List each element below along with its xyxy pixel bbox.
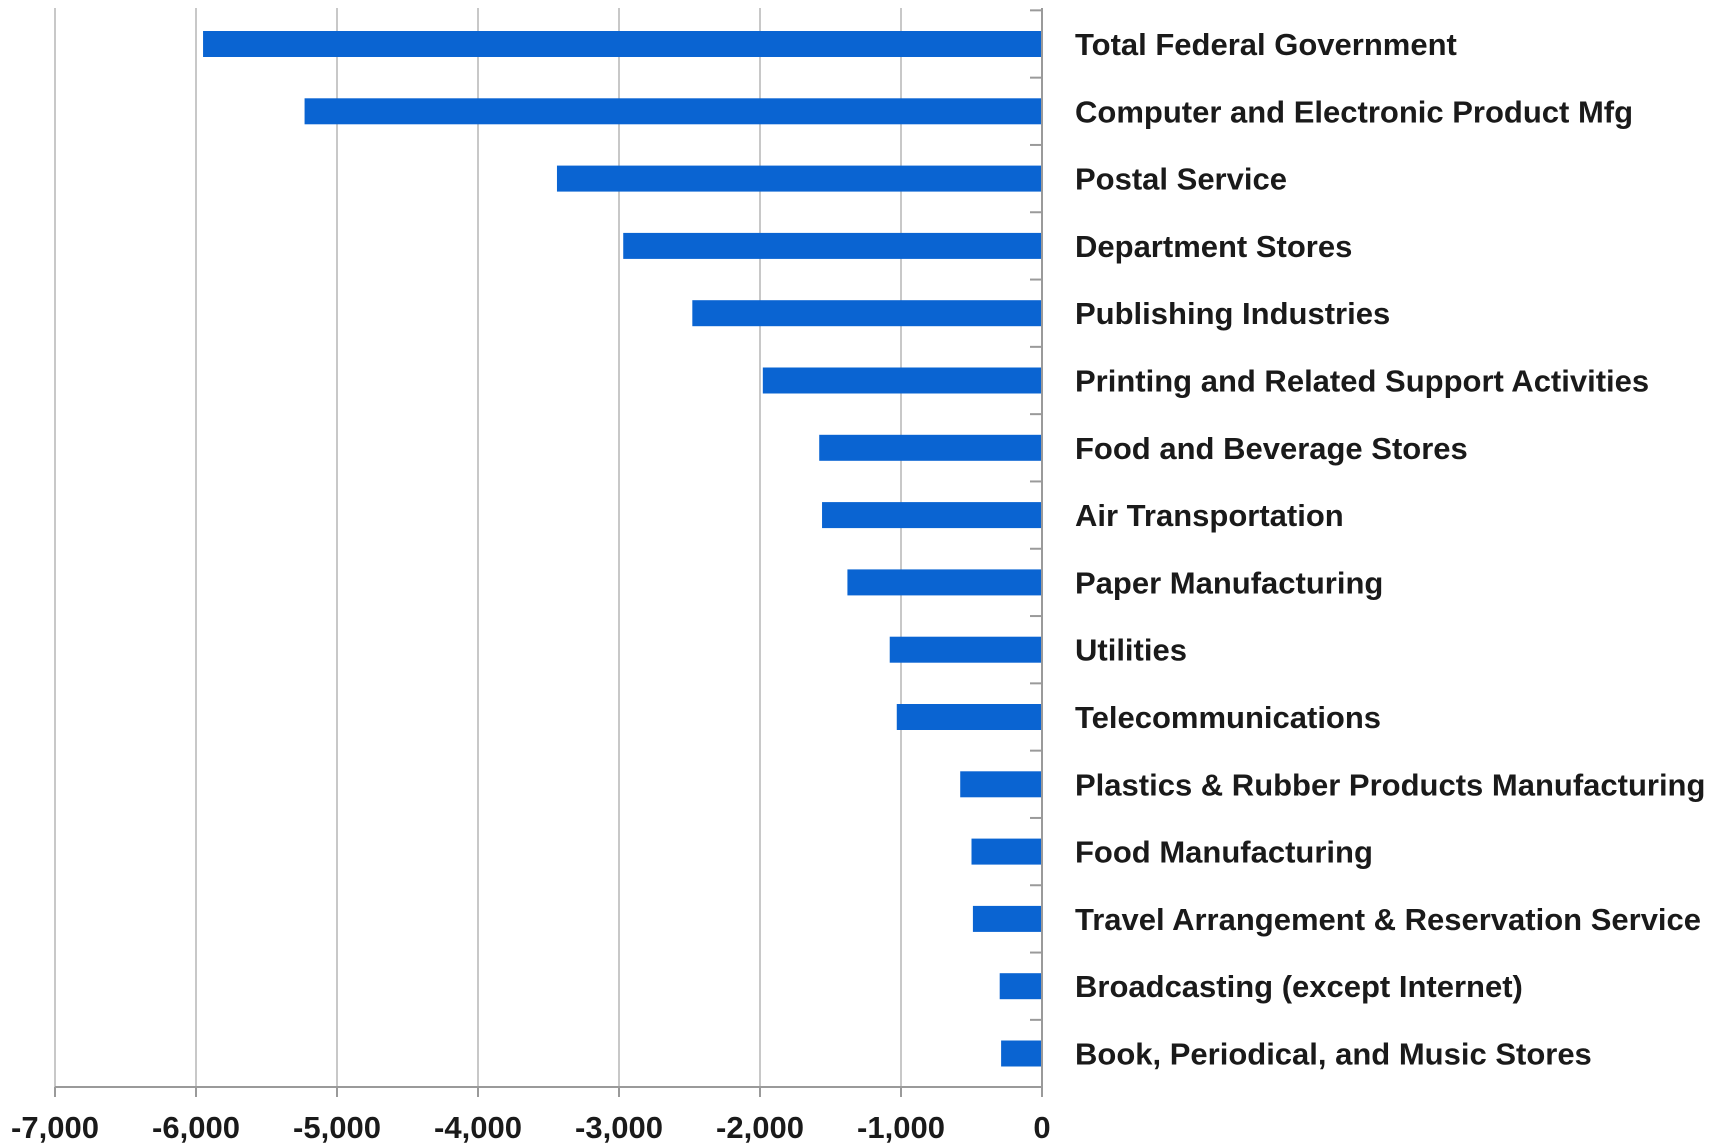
bar	[819, 434, 1042, 461]
bars	[203, 31, 1043, 1067]
bar	[203, 31, 1043, 57]
x-tick-label: -1,000	[857, 1110, 945, 1145]
category-label: Plastics & Rubber Products Manufacturing	[1075, 767, 1705, 802]
bar	[1001, 1040, 1042, 1067]
bar	[999, 973, 1042, 1000]
tick-labels: -7,000 -6,000 -5,000 -4,000 -3,000 -2,000 -1,0…	[11, 1110, 1051, 1145]
category-label: Total Federal Government	[1075, 27, 1457, 62]
category-labels: Total Federal Government Computer and Ele…	[1075, 27, 1705, 1072]
bar	[889, 636, 1042, 663]
x-tick-label: 0	[1033, 1110, 1050, 1145]
bar	[692, 300, 1042, 327]
category-label: Publishing Industries	[1075, 296, 1390, 331]
bar	[971, 838, 1042, 865]
category-label: Postal Service	[1075, 162, 1287, 197]
category-label: Air Transportation	[1075, 498, 1344, 533]
bar	[822, 502, 1042, 529]
x-tick-label: -3,000	[575, 1110, 663, 1145]
x-tick-label: -4,000	[434, 1110, 522, 1145]
category-label: Food and Beverage Stores	[1075, 431, 1468, 466]
bar	[960, 771, 1042, 798]
bar	[556, 165, 1042, 192]
category-label: Utilities	[1075, 633, 1187, 668]
axes	[54, 8, 1043, 1097]
bar	[847, 569, 1042, 596]
x-tick-label: -7,000	[11, 1110, 99, 1145]
category-label: Broadcasting (except Internet)	[1075, 969, 1523, 1004]
x-tick-label: -6,000	[152, 1110, 240, 1145]
category-label: Travel Arrangement & Reservation Service	[1075, 902, 1701, 937]
x-tick-label: -2,000	[716, 1110, 804, 1145]
category-label: Printing and Related Support Activities	[1075, 364, 1649, 399]
category-label: Department Stores	[1075, 229, 1352, 264]
x-tick-label: -5,000	[293, 1110, 381, 1145]
bar	[972, 905, 1042, 932]
bar	[623, 232, 1042, 259]
category-label: Paper Manufacturing	[1075, 565, 1383, 600]
category-label: Computer and Electronic Product Mfg	[1075, 94, 1633, 129]
category-label: Telecommunications	[1075, 700, 1381, 735]
bar	[896, 704, 1042, 730]
bar	[762, 367, 1042, 394]
bar	[304, 98, 1042, 125]
category-label: Food Manufacturing	[1075, 835, 1373, 870]
category-label: Book, Periodical, and Music Stores	[1075, 1037, 1592, 1072]
